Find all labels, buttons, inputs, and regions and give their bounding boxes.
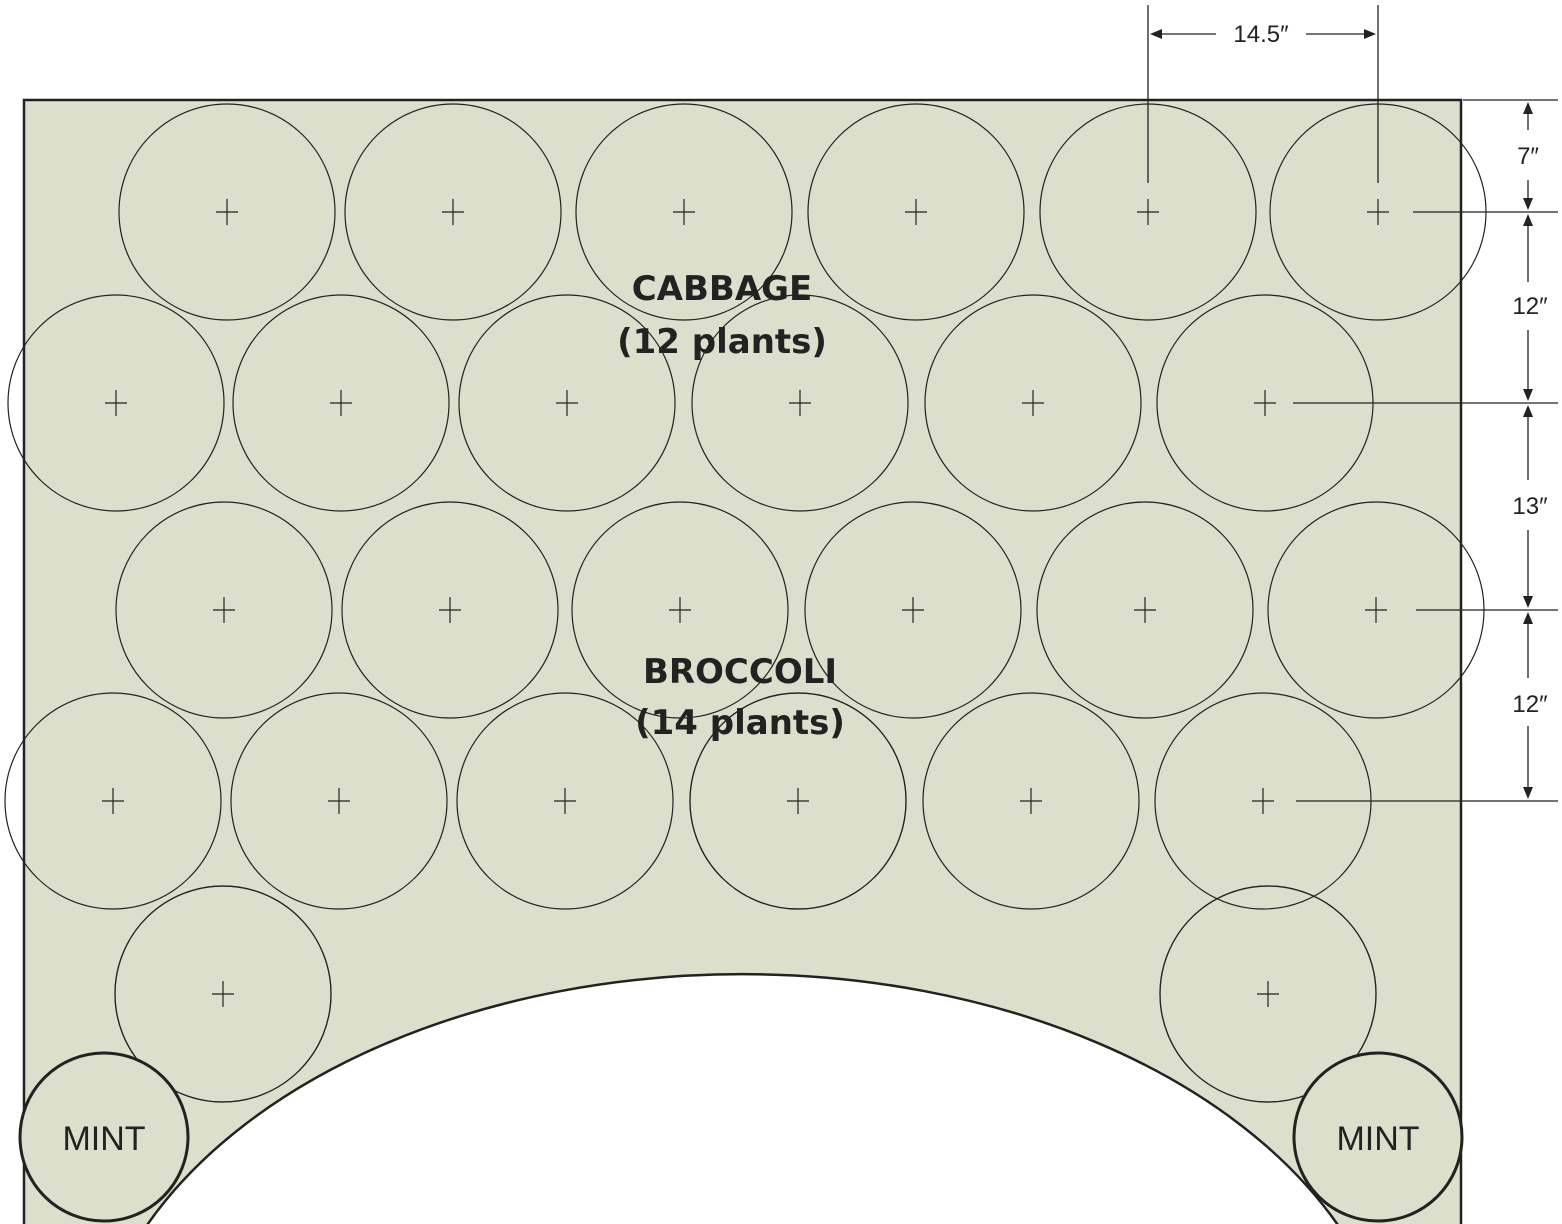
broccoli-label: BROCCOLI [643,652,837,692]
broccoli-plant-circle [571,501,789,719]
path-cutout [146,972,1339,1224]
horizontal-spacing-label: 14.5″ [1233,21,1289,48]
cabbage-plant [7,294,225,512]
row-gap-1-label: 12″ [1512,293,1548,320]
cabbage-plant-circle [344,103,562,321]
cabbage-plant [807,103,1025,321]
broccoli-plant-outline [689,692,907,910]
mint-circle-left [18,1051,190,1223]
broccoli-plant-circle [1036,501,1254,719]
broccoli-plant-outline [1159,885,1377,1103]
broccoli-plant [341,501,559,719]
broccoli-plant [456,692,674,910]
cabbage-plant-circle [7,294,225,512]
broccoli-plant [1036,501,1254,719]
plant-outline-overlaps [114,692,1377,1103]
cabbage-plant [691,294,909,512]
cabbage-plant [118,103,336,321]
cabbage-plant-circle [807,103,1025,321]
broccoli-plant-circle [230,692,448,910]
broccoli-count-label: (14 plants) [635,703,845,743]
cabbage-label: CABBAGE [632,269,813,309]
cabbage-plant [575,103,793,321]
broccoli-plant-circle [4,692,222,910]
cabbage-plant-circle [118,103,336,321]
broccoli-plant-outline [114,885,332,1103]
cabbage-plant [344,103,562,321]
vertical-dimensions: 7″ 12″ 13″ 12″ [1293,99,1558,802]
horizontal-spacing-dimension: 14.5″ [1147,5,1379,183]
cabbage-plant [924,294,1142,512]
cabbage-plant-circle [575,103,793,321]
cabbage-plant-circle [232,294,450,512]
broccoli-plant [922,692,1140,910]
broccoli-plant [230,692,448,910]
cabbage-count-label: (12 plants) [617,322,827,362]
top-offset-label: 7″ [1517,143,1539,170]
broccoli-plant [4,692,222,910]
cabbage-plant-circle [924,294,1142,512]
broccoli-plant-circle [115,501,333,719]
mint-circle-right [1292,1051,1464,1223]
cabbage-plant [232,294,450,512]
broccoli-plant [804,501,1022,719]
mint-label-left: MINT [62,1120,145,1158]
broccoli-plant [115,501,333,719]
mint-label-right: MINT [1336,1120,1419,1158]
broccoli-plant-circle [341,501,559,719]
cabbage-plant-circle [458,294,676,512]
cabbage-plant [458,294,676,512]
broccoli-plant-circle [456,692,674,910]
broccoli-plant-circle [804,501,1022,719]
broccoli-plant [571,501,789,719]
row-gap-3-label: 12″ [1512,691,1548,718]
cabbage-plant-circle [691,294,909,512]
broccoli-plant-circle [922,692,1140,910]
row-gap-2-label: 13″ [1512,493,1548,520]
